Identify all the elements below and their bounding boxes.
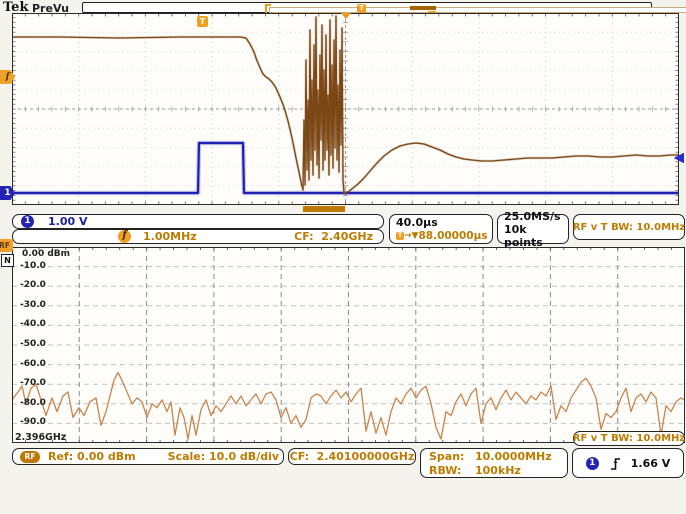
span-label: Span: bbox=[429, 449, 465, 463]
trigger-pos-t-icon: T bbox=[396, 232, 404, 240]
spectrum-center-frequency: CF: 2.40100000GHz bbox=[289, 450, 415, 463]
rbw-value: 100kHz bbox=[475, 463, 521, 477]
db-axis-label: -10.0 bbox=[20, 260, 46, 271]
spectrum-span-rbw-readout: Span: 10.0000MHz RBW: 100kHz bbox=[420, 448, 568, 478]
spectrum-time-triangle-icon bbox=[341, 13, 351, 19]
record-trigger-icon: T bbox=[357, 4, 366, 13]
record-spectrum-window-marker bbox=[410, 6, 436, 10]
rf-vs-time-bw-readout: RF v T BW: 10.0MHz bbox=[573, 214, 685, 240]
spectrum-rf-bw-readout: RF v T BW: 10.0MHz bbox=[573, 431, 685, 446]
rf-trace-marker-icon: f bbox=[0, 70, 15, 84]
trigger-level-arrow-icon bbox=[673, 152, 684, 164]
spectrum-ref-level-label: 0.00 dBm bbox=[22, 249, 71, 259]
rf-channel-badge-icon: RF bbox=[20, 450, 40, 463]
db-axis-label: -20.0 bbox=[20, 280, 46, 291]
spectrum-start-frequency-label: 2.396GHz bbox=[15, 432, 67, 443]
trigger-level-value: 1.66 V bbox=[630, 456, 671, 470]
rf-scale-value: 1.00MHz bbox=[143, 230, 197, 243]
rf-scale-readout: f 1.00MHz CF: 2.40GHz bbox=[12, 229, 384, 244]
spectrum-rf-bw-value: RF v T BW: 10.0MHz bbox=[572, 433, 686, 444]
span-value: 10.0000MHz bbox=[475, 449, 552, 463]
rising-edge-icon bbox=[610, 457, 620, 470]
trigger-readout: 1 1.66 V bbox=[572, 448, 684, 478]
db-axis-label: -30.0 bbox=[20, 299, 46, 310]
horizontal-readout: 40.0µs T →▼ 88.00000µs bbox=[389, 214, 493, 244]
db-axis-label: -90.0 bbox=[20, 417, 46, 428]
db-axis-label: -80.0 bbox=[20, 397, 46, 408]
trigger-position-value: 88.00000µs bbox=[418, 230, 488, 242]
tek-logo: Tek bbox=[3, 0, 29, 15]
sample-rate: 25.0MS/s bbox=[504, 209, 561, 223]
spectrum-time-window-bar bbox=[303, 206, 345, 212]
record-position-bar: T bbox=[82, 2, 686, 19]
spectrum-plot bbox=[12, 247, 685, 443]
trigger-source-badge-icon: 1 bbox=[585, 456, 599, 470]
trigger-pos-arrows-icon: →▼ bbox=[404, 231, 419, 241]
ch1-badge-icon: 1 bbox=[21, 215, 34, 228]
db-axis-label: -40.0 bbox=[20, 319, 46, 330]
db-axis-label: -70.0 bbox=[20, 378, 46, 389]
rf-center-frequency: CF: 2.40GHz bbox=[294, 230, 373, 243]
time-per-div: 40.0µs bbox=[396, 215, 438, 229]
acquisition-readout: 25.0MS/s 10k points bbox=[497, 210, 569, 249]
acquisition-mode-label: PreVu bbox=[32, 2, 69, 15]
record-length: 10k points bbox=[504, 222, 543, 249]
rf-badge-icon: f bbox=[118, 230, 131, 243]
normal-trace-mode-icon: N bbox=[1, 254, 14, 267]
spectrum-scale: Scale: 10.0 dB/div bbox=[167, 450, 280, 463]
time-domain-plot bbox=[12, 13, 679, 205]
trigger-position-icon: T bbox=[197, 16, 208, 27]
db-axis-label: -60.0 bbox=[20, 358, 46, 369]
spectrum-cf-readout: CF: 2.40100000GHz bbox=[288, 448, 416, 465]
ch1-scale-value: 1.00 V bbox=[48, 215, 88, 228]
rf-vs-time-bw-value: RF v T BW: 10.0MHz bbox=[572, 221, 686, 233]
db-axis-label: -50.0 bbox=[20, 339, 46, 349]
ch1-scale-readout: 1 1.00 V bbox=[12, 214, 384, 229]
rbw-label: RBW: bbox=[429, 463, 462, 477]
rf-ref-level-marker-icon: RF bbox=[0, 239, 13, 252]
spectrum-ref-level: Ref: 0.00 dBm bbox=[48, 450, 136, 463]
record-window-band bbox=[269, 7, 686, 13]
spectrum-ref-scale-readout: RF Ref: 0.00 dBm Scale: 10.0 dB/div bbox=[12, 448, 284, 465]
ch1-ground-marker-icon: 1 bbox=[0, 186, 15, 200]
